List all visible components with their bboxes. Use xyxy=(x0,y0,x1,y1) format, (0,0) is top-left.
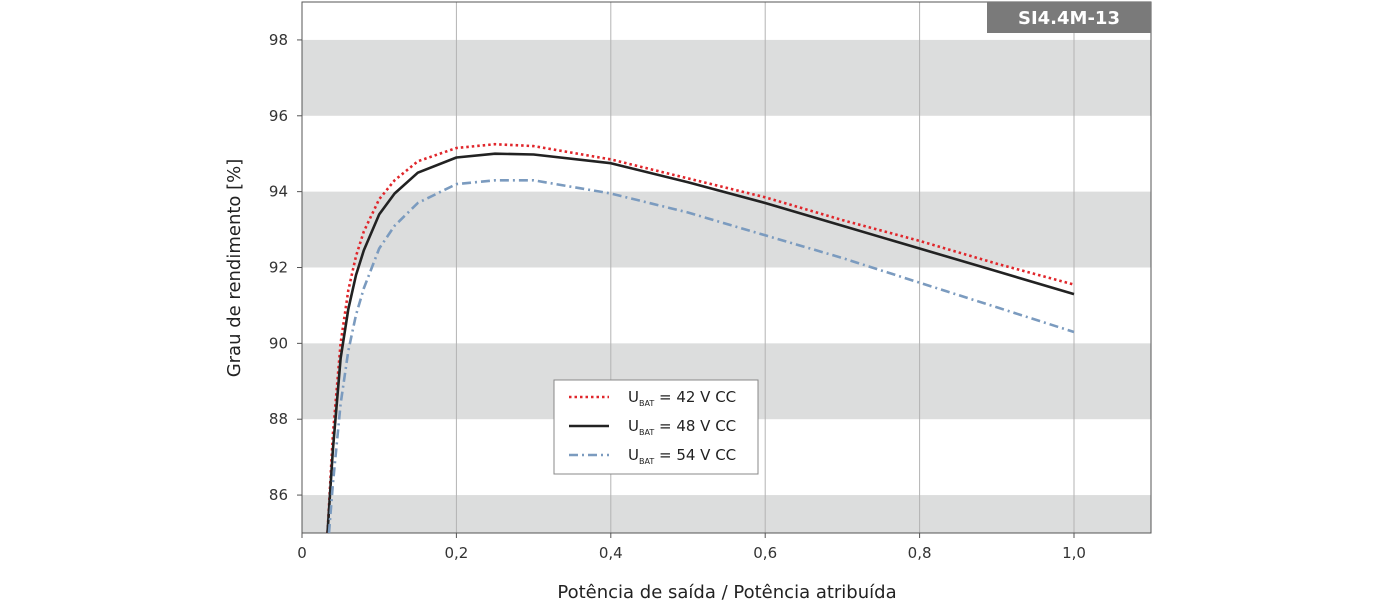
legend: UBAT = 42 V CC UBAT = 48 V CC UBAT = 54 V … xyxy=(553,379,759,475)
series-line xyxy=(327,179,1075,534)
y-axis-ticks: 86 88 90 92 94 96 98 xyxy=(269,31,302,504)
series-lines xyxy=(326,142,1075,534)
x-tick-label: 0,4 xyxy=(599,544,623,562)
y-axis-title: Grau de rendimento [%] xyxy=(224,159,245,378)
background-band xyxy=(302,191,1151,268)
x-axis-title: Potência de saída / Potência atribuída xyxy=(557,582,896,603)
x-axis-ticks: 0 0,2 0,4 0,6 0,8 1,0 xyxy=(297,533,1086,562)
y-tick-label: 96 xyxy=(269,107,288,125)
x-tick-label: 0,2 xyxy=(444,544,468,562)
x-tick-label: 0 xyxy=(297,544,307,562)
legend-label: UBAT = 48 V CC xyxy=(628,417,736,437)
model-label: SI4.4M-13 xyxy=(1018,8,1120,29)
y-tick-label: 88 xyxy=(269,410,288,428)
x-tick-label: 0,8 xyxy=(908,544,932,562)
y-tick-label: 86 xyxy=(269,486,288,504)
y-tick-label: 92 xyxy=(269,259,288,277)
x-tick-label: 1,0 xyxy=(1062,544,1086,562)
model-badge: SI4.4M-13 xyxy=(987,2,1151,33)
y-tick-label: 90 xyxy=(269,334,288,352)
legend-label: UBAT = 42 V CC xyxy=(628,388,736,408)
model-badge-background xyxy=(987,2,1151,33)
legend-label: UBAT = 54 V CC xyxy=(628,446,736,466)
series-line xyxy=(326,142,1075,534)
y-tick-label: 98 xyxy=(269,31,288,49)
y-tick-label: 94 xyxy=(269,183,288,201)
background-band xyxy=(302,495,1151,533)
background-band xyxy=(302,39,1151,116)
x-tick-label: 0,6 xyxy=(753,544,777,562)
series-line xyxy=(326,152,1075,534)
